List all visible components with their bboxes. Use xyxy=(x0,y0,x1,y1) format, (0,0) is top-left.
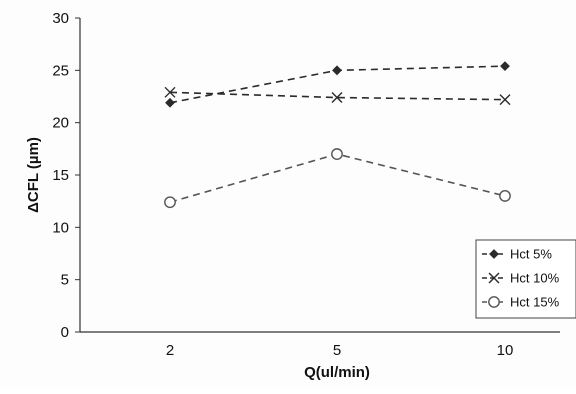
y-tick-label: 10 xyxy=(52,219,69,236)
series-line-3 xyxy=(169,153,506,203)
y-tick-label: 0 xyxy=(61,324,69,341)
y-tick-labels: 0 5 10 15 20 25 30 xyxy=(52,10,80,341)
x-tick-label: 2 xyxy=(166,342,174,359)
data-point-s1-1 xyxy=(165,97,175,108)
y-axis-title: ΔCFL (µm) xyxy=(25,137,42,213)
legend-label: Hct 15% xyxy=(510,295,560,310)
x-marker-stroke xyxy=(499,94,511,106)
legend-label: Hct 5% xyxy=(510,247,552,262)
legend: Hct 5% Hct 10% Hct 15% xyxy=(475,239,576,319)
series-layer xyxy=(164,61,511,209)
data-point-s3-2 xyxy=(331,148,343,160)
x-marker-stroke xyxy=(164,86,176,98)
x-axis-title: Q(ul/min) xyxy=(304,364,370,381)
data-point-s2-1 xyxy=(164,86,176,98)
y-tick-label: 30 xyxy=(52,10,69,27)
legend-marker xyxy=(489,249,499,259)
x-tick-label: 5 xyxy=(333,342,341,359)
legend-marker xyxy=(488,272,500,284)
data-point-s3-3 xyxy=(499,190,511,202)
x-tick-labels: 2 5 10 xyxy=(166,342,514,359)
data-point-s3-1 xyxy=(164,196,176,209)
series-line-2 xyxy=(169,91,506,101)
x-marker-stroke xyxy=(488,272,500,284)
y-tick-label: 25 xyxy=(52,62,69,79)
y-tick-label: 15 xyxy=(52,167,69,184)
y-tick-label: 20 xyxy=(52,115,69,132)
data-point-s2-3 xyxy=(499,94,511,106)
legend-marker xyxy=(488,296,500,308)
data-point-s1-2 xyxy=(332,65,342,76)
data-point-s1-3 xyxy=(500,61,510,72)
data-point-s2-2 xyxy=(331,92,343,104)
x-marker-stroke xyxy=(331,92,343,104)
y-tick-label: 5 xyxy=(61,272,69,289)
x-tick-label: 10 xyxy=(497,342,514,359)
legend-label: Hct 10% xyxy=(510,271,560,286)
